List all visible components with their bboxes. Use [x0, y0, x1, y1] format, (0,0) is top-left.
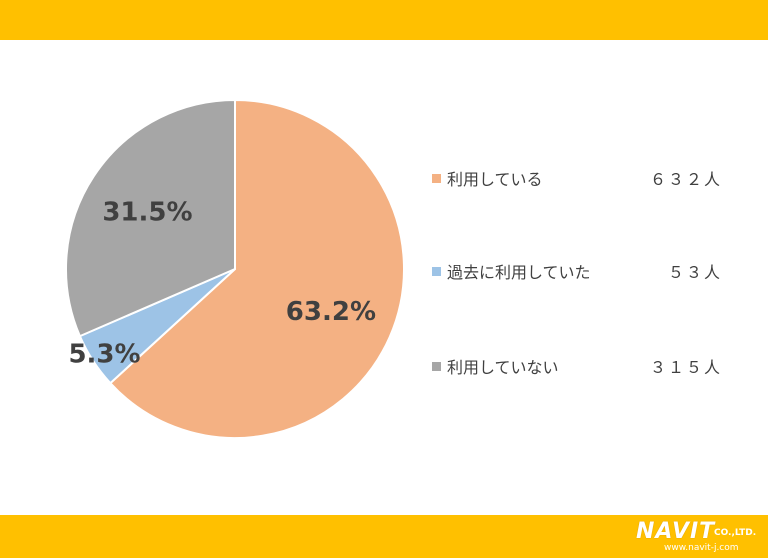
pie-slice-not-using: [65, 98, 236, 338]
logo-suffix: CO.,LTD.: [714, 528, 757, 538]
top-band: [0, 0, 768, 40]
legend-label-using: 利用している: [447, 170, 543, 189]
pie-chart: 63.2% 5.3% 31.5%: [65, 98, 405, 439]
pie-label-used-before: 5.3%: [68, 340, 140, 370]
pie-label-using: 63.2%: [286, 297, 376, 327]
legend-item-used-before: 過去に利用していた ５３人: [432, 259, 722, 283]
legend-swatch-used-before: [432, 266, 441, 276]
legend-count-not-using: ３１５人: [649, 358, 722, 377]
legend-item-using: 利用している ６３２人: [432, 166, 722, 190]
logo-url: www.navit-j.com: [664, 543, 739, 553]
logo-name: NAVIT: [636, 519, 716, 544]
legend-label-not-using: 利用していない: [447, 358, 559, 377]
legend-swatch-using: [432, 173, 441, 183]
legend-count-using: ６３２人: [649, 170, 722, 189]
legend-item-not-using: 利用していない ３１５人: [432, 354, 722, 378]
legend-label-used-before: 過去に利用していた: [447, 263, 591, 282]
pie-slice-using: [108, 98, 405, 439]
legend-swatch-not-using: [432, 361, 441, 371]
bottom-band: [0, 515, 768, 558]
company-logo: NAVIT CO.,LTD. www.navit-j.com: [636, 519, 764, 555]
pie-label-not-using: 31.5%: [102, 197, 192, 227]
legend-count-used-before: ５３人: [667, 263, 722, 282]
